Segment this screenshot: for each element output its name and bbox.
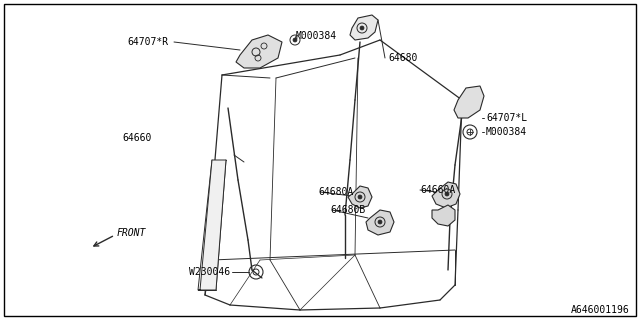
Polygon shape [454, 86, 484, 118]
Text: 64707*L: 64707*L [486, 113, 527, 123]
Text: 64680A: 64680A [318, 187, 353, 197]
Text: W230046: W230046 [189, 267, 230, 277]
Text: A646001196: A646001196 [572, 305, 630, 315]
Text: FRONT: FRONT [117, 228, 147, 238]
Circle shape [358, 195, 362, 199]
Text: 64680: 64680 [388, 53, 417, 63]
Polygon shape [432, 182, 460, 208]
Text: 64680B: 64680B [330, 205, 365, 215]
Text: 64660A: 64660A [420, 185, 455, 195]
Polygon shape [432, 205, 455, 226]
Polygon shape [198, 160, 226, 290]
Polygon shape [350, 15, 378, 40]
Circle shape [378, 220, 382, 224]
Text: 64660: 64660 [123, 133, 152, 143]
Text: M000384: M000384 [486, 127, 527, 137]
Circle shape [360, 26, 364, 30]
Polygon shape [236, 35, 282, 68]
Text: M000384: M000384 [296, 31, 337, 41]
Circle shape [293, 38, 297, 42]
Polygon shape [366, 210, 394, 235]
Circle shape [445, 192, 449, 196]
Polygon shape [348, 186, 372, 208]
Text: 64707*R: 64707*R [127, 37, 168, 47]
